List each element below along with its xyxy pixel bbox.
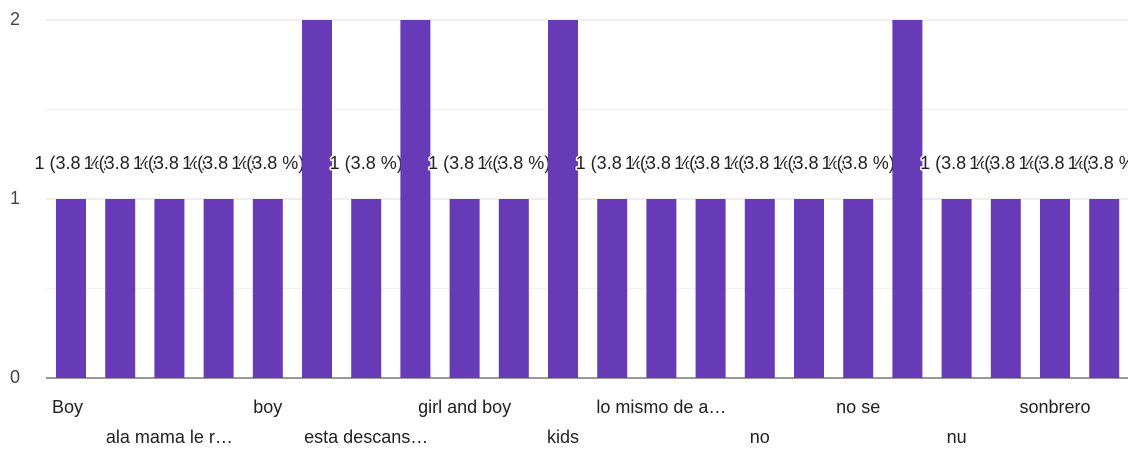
value-label: 1 (3.8 %) (477, 153, 550, 173)
value-label: 1 (3.8 %) (133, 153, 206, 173)
value-label: 1 (3.8 %) (330, 153, 403, 173)
value-label: 1 (3.8 %) (231, 153, 304, 173)
y-tick-label: 1 (10, 188, 20, 208)
x-tick-label: lo mismo de a… (596, 397, 726, 417)
x-tick-label: Boy (52, 397, 83, 417)
x-tick-label: sonbrero (1019, 397, 1090, 417)
value-label: 1 (3.8 %) (822, 153, 895, 173)
value-label: 1 (3.8 %) (428, 153, 501, 173)
bar (548, 20, 578, 378)
value-label: 1 (3.8 %) (84, 153, 157, 173)
value-label: 1 (3.8 %) (723, 153, 796, 173)
x-tick-label: no se (836, 397, 880, 417)
x-tick-label: girl and boy (418, 397, 511, 417)
bar (400, 20, 431, 378)
bar (498, 199, 529, 378)
x-tick-label: esta descans… (304, 427, 428, 447)
value-label: 1 (3.8 %) (576, 153, 649, 173)
x-tick-label: no (750, 427, 770, 447)
value-label: 1 (3.8 %) (969, 153, 1042, 173)
value-label: 1 (3.8 %) (674, 153, 747, 173)
bar (252, 199, 283, 378)
bar (1089, 199, 1120, 378)
bar (646, 199, 677, 378)
bar (1040, 199, 1070, 378)
bar (941, 199, 972, 378)
value-label: 1 (3.8 %) (1068, 153, 1128, 173)
bar (449, 199, 480, 378)
x-tick-label: boy (253, 397, 282, 417)
y-tick-label: 0 (10, 367, 20, 387)
bar (794, 199, 824, 378)
x-tick-label: nu (947, 427, 967, 447)
bar (597, 199, 628, 378)
bar (302, 20, 332, 378)
bar (744, 199, 775, 378)
value-label: 1 (3.8 %) (34, 153, 107, 173)
value-label: 1 (3.8 %) (625, 153, 698, 173)
bar (56, 199, 86, 378)
value-label: 1 (3.8 %) (772, 153, 845, 173)
bar (154, 199, 185, 378)
bar (105, 199, 136, 378)
bar (990, 199, 1021, 378)
bar (843, 199, 874, 378)
x-tick-label: kids (547, 427, 579, 447)
x-tick-label: ala mama le r… (106, 427, 233, 447)
y-tick-label: 2 (10, 9, 20, 29)
bar (203, 199, 234, 378)
bar (892, 20, 923, 378)
value-label: 1 (3.8 %) (920, 153, 993, 173)
value-label: 1 (3.8 %) (1018, 153, 1091, 173)
bar (351, 199, 382, 378)
bar (695, 199, 726, 378)
value-label: 1 (3.8 %) (182, 153, 255, 173)
